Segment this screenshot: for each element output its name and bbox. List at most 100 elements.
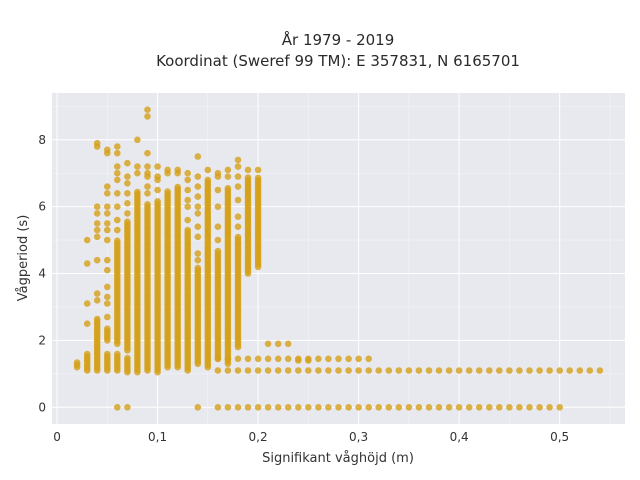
- data-point: [93, 203, 101, 210]
- data-point: [556, 404, 563, 411]
- data-point: [114, 404, 121, 411]
- data-point: [154, 173, 161, 180]
- data-point: [385, 367, 393, 374]
- data-point: [144, 106, 151, 113]
- x-tick-label: 0,5: [550, 430, 569, 444]
- data-point: [104, 226, 111, 234]
- data-point: [345, 404, 352, 411]
- data-point: [114, 176, 121, 184]
- data-point: [486, 367, 493, 374]
- data-point: [284, 355, 292, 363]
- data-point: [224, 173, 232, 180]
- data-point: [124, 180, 131, 187]
- data-point: [184, 203, 191, 210]
- data-point: [214, 236, 222, 244]
- data-point: [365, 404, 373, 411]
- data-point: [124, 210, 131, 217]
- data-point: [83, 350, 91, 358]
- chart-subtitle: Koordinat (Sweref 99 TM): E 357831, N 61…: [156, 52, 520, 70]
- data-point: [93, 210, 101, 217]
- data-point: [154, 198, 161, 205]
- data-point: [305, 357, 312, 364]
- data-point: [124, 218, 131, 225]
- data-point: [315, 355, 322, 363]
- data-point: [93, 233, 101, 241]
- data-point: [104, 146, 111, 154]
- data-point: [596, 367, 604, 374]
- data-point: [83, 236, 91, 244]
- data-points: [73, 106, 604, 411]
- data-point: [486, 404, 493, 411]
- data-point: [254, 404, 262, 411]
- data-point: [234, 213, 242, 220]
- data-point: [335, 355, 342, 363]
- data-point: [214, 223, 222, 230]
- data-point: [516, 404, 523, 411]
- data-point: [194, 233, 202, 241]
- x-tick-label: 0,2: [249, 430, 268, 444]
- data-point: [144, 149, 151, 157]
- data-point: [284, 340, 292, 348]
- data-point: [224, 367, 232, 374]
- data-point: [114, 226, 121, 234]
- data-point: [114, 143, 121, 150]
- data-point: [295, 404, 302, 411]
- data-point: [415, 367, 423, 374]
- data-point: [134, 136, 141, 144]
- data-point: [496, 367, 503, 374]
- data-point: [375, 404, 383, 411]
- data-point: [214, 404, 222, 411]
- data-point: [134, 163, 141, 170]
- data-point: [264, 340, 272, 348]
- data-point: [546, 367, 553, 374]
- data-point: [325, 355, 332, 363]
- data-point: [124, 200, 131, 207]
- data-point: [445, 367, 453, 374]
- data-point: [214, 203, 222, 210]
- data-point: [435, 367, 443, 374]
- data-point: [435, 404, 443, 411]
- data-point: [516, 367, 523, 374]
- data-point: [234, 404, 242, 411]
- data-point: [526, 404, 533, 411]
- data-point: [184, 176, 191, 184]
- data-point: [114, 163, 121, 170]
- data-point: [586, 367, 594, 374]
- data-point: [184, 186, 191, 194]
- data-point: [194, 250, 202, 257]
- data-point: [445, 404, 453, 411]
- data-point: [104, 266, 111, 274]
- data-point: [284, 404, 292, 411]
- data-point: [154, 163, 161, 170]
- data-point: [345, 355, 352, 363]
- data-point: [104, 220, 111, 227]
- data-point: [224, 404, 232, 411]
- data-point: [194, 210, 202, 217]
- data-point: [224, 185, 232, 192]
- data-point: [124, 404, 131, 411]
- data-point: [415, 404, 423, 411]
- data-point: [264, 355, 272, 363]
- data-point: [465, 404, 473, 411]
- data-point: [335, 404, 342, 411]
- data-point: [144, 183, 151, 190]
- data-point: [234, 163, 242, 170]
- data-point: [405, 404, 413, 411]
- data-point: [104, 283, 111, 291]
- data-point: [274, 404, 282, 411]
- data-point: [264, 404, 272, 411]
- data-point: [536, 404, 543, 411]
- data-point: [234, 223, 242, 230]
- chart-title: År 1979 - 2019: [282, 30, 395, 49]
- data-point: [73, 359, 81, 366]
- data-point: [184, 196, 191, 204]
- data-point: [496, 404, 503, 411]
- data-point: [184, 226, 191, 234]
- data-point: [93, 226, 101, 234]
- data-point: [114, 350, 121, 358]
- data-point: [104, 313, 111, 321]
- data-point: [566, 367, 573, 374]
- data-point: [274, 340, 282, 348]
- data-point: [365, 355, 373, 363]
